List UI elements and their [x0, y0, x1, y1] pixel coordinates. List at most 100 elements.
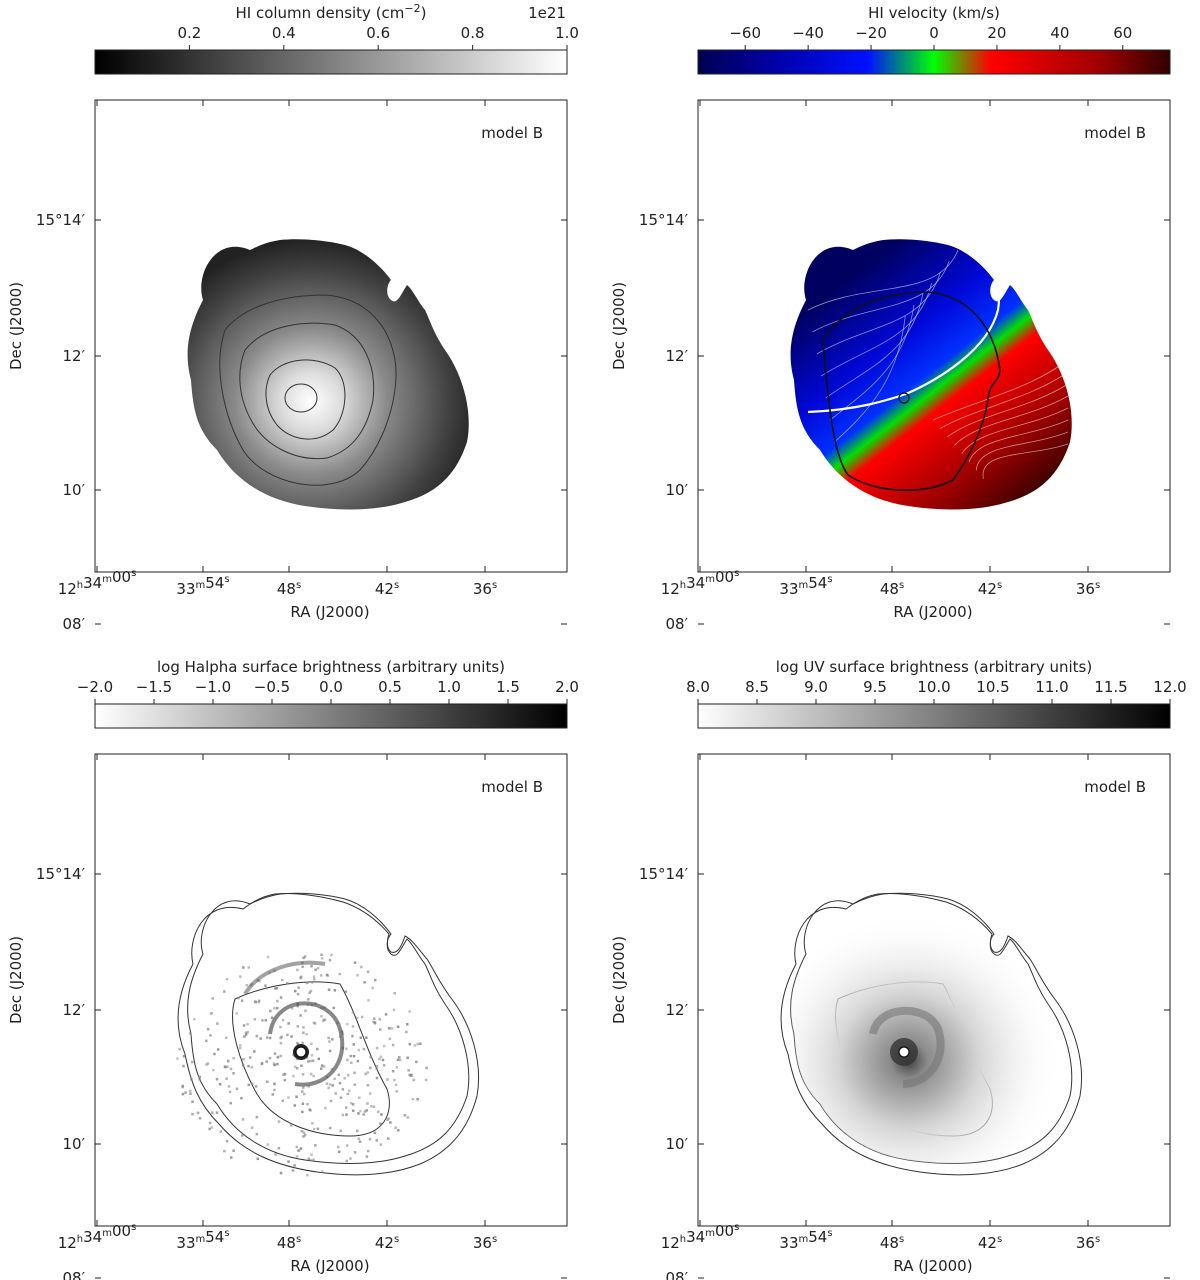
halpha-clump [281, 1099, 285, 1102]
halpha-clump [375, 1065, 379, 1068]
x-tick-label-part: m [196, 580, 206, 591]
halpha-clump [275, 1006, 279, 1010]
density-contour [822, 291, 1001, 492]
y-tick-label: 08′ [63, 1269, 86, 1280]
halpha-clump [391, 1069, 395, 1073]
halpha-clump [239, 975, 242, 978]
halpha-clump [302, 1086, 305, 1089]
halpha-clump [302, 1135, 305, 1138]
halpha-clump [279, 996, 283, 999]
halpha-clump [272, 1062, 276, 1065]
halpha-clump [188, 1032, 192, 1035]
colorbar-tick-label: 11.0 [1035, 678, 1068, 696]
halpha-clump [368, 1137, 372, 1141]
y-tick-label: 08′ [666, 1269, 689, 1280]
halpha-clump [413, 1044, 417, 1047]
y-tick-label: 15°14′ [36, 865, 86, 883]
halpha-clump [312, 975, 316, 978]
x-tick-label-part: h [77, 580, 83, 591]
halpha-clump [367, 999, 370, 1002]
x-tick-label-part: s [997, 580, 1002, 591]
x-tick-label: 12h34m00s [661, 568, 740, 598]
halpha-clump [264, 1019, 268, 1022]
velocity-contour [807, 249, 959, 311]
halpha-clump [289, 1124, 293, 1127]
colorbar-tick-label: 0.4 [272, 24, 296, 42]
halpha-clump [416, 1042, 419, 1046]
halpha-clump [276, 999, 279, 1003]
halpha-clump [387, 1117, 390, 1120]
x-tick-label: 12h34m00s [58, 1222, 137, 1252]
halpha-clump [206, 1027, 210, 1031]
halpha-clump [352, 1109, 355, 1113]
hi-contour [187, 892, 470, 1164]
halpha-clump [270, 1016, 274, 1019]
halpha-clump [395, 1090, 399, 1093]
panel-top-right: −60 −40 −20 0 20 40 60 HI velocity (km/s) model … [610, 4, 1171, 633]
halpha-clump [253, 1050, 256, 1053]
halpha-clump [305, 981, 309, 985]
halpha-clump [351, 1103, 355, 1106]
halpha-clump [303, 1092, 306, 1096]
velocity-contour [812, 260, 950, 333]
halpha-clump [273, 1082, 276, 1086]
halpha-clump [365, 1109, 369, 1112]
halpha-clump [314, 1144, 317, 1147]
halpha-clump [276, 1056, 279, 1059]
x-tick-label-part: h [680, 1234, 686, 1245]
halpha-clump [381, 1058, 385, 1062]
halpha-clump [317, 1057, 321, 1061]
y-tick-label: 12′ [63, 1001, 86, 1019]
halpha-clump [375, 1046, 379, 1050]
halpha-clump [394, 1126, 397, 1129]
x-tick-label-part: 42 [375, 580, 394, 598]
halpha-clump [269, 1009, 272, 1013]
halpha-clump [384, 1013, 388, 1016]
colorbar-label-tail: ) [421, 4, 427, 22]
x-tick-label-part: s [296, 580, 301, 591]
colorbar-tick-label: 0.2 [177, 24, 201, 42]
x-tick-label: 12h34m00s [661, 1222, 740, 1252]
halpha-clump [264, 984, 267, 987]
halpha-clump [386, 1078, 389, 1081]
halpha-clump [352, 1055, 356, 1058]
x-tick-label-part: h [77, 1234, 83, 1245]
x-tick-label-part: s [394, 580, 399, 591]
x-tick-label: 33m54s [176, 1228, 229, 1252]
halpha-clump [408, 1010, 411, 1013]
halpha-clump [373, 1131, 377, 1135]
halpha-clump [240, 1057, 244, 1061]
halpha-clump [211, 997, 215, 1000]
colorbar-label: log Halpha surface brightness (arbitrary… [157, 658, 505, 676]
x-tick-label-part: m [799, 1234, 809, 1245]
velocity-contour [961, 407, 1069, 454]
halpha-clump [243, 1035, 246, 1038]
halpha-clump [268, 1036, 272, 1040]
y-axis-label: Dec (J2000) [610, 936, 628, 1024]
halpha-clump [316, 967, 320, 970]
halpha-clump [388, 1027, 391, 1030]
velocity-contour [820, 282, 932, 377]
halpha-clump [358, 1140, 362, 1143]
halpha-clump [265, 987, 268, 990]
halpha-clump [314, 968, 317, 971]
halpha-clump [341, 1088, 345, 1091]
velocity-contour [954, 395, 1069, 446]
halpha-clump [372, 1020, 375, 1024]
halpha-clump [373, 978, 377, 982]
halpha-clump [346, 1022, 349, 1026]
halpha-clump [363, 981, 366, 984]
x-tick-label: 36s [473, 580, 497, 598]
halpha-clump [366, 1084, 370, 1087]
halpha-clump [255, 1034, 259, 1038]
halpha-clump [253, 1018, 257, 1021]
halpha-clump [258, 979, 261, 983]
halpha-clump [391, 1043, 395, 1047]
colorbar-label: log UV surface brightness (arbitrary uni… [776, 658, 1092, 676]
halpha-clump [306, 1102, 309, 1106]
x-tick-label-part: 33 [779, 580, 798, 598]
halpha-clump [405, 1030, 408, 1034]
halpha-clump [266, 1080, 269, 1084]
halpha-clump [301, 965, 304, 969]
halpha-clump [356, 974, 359, 977]
